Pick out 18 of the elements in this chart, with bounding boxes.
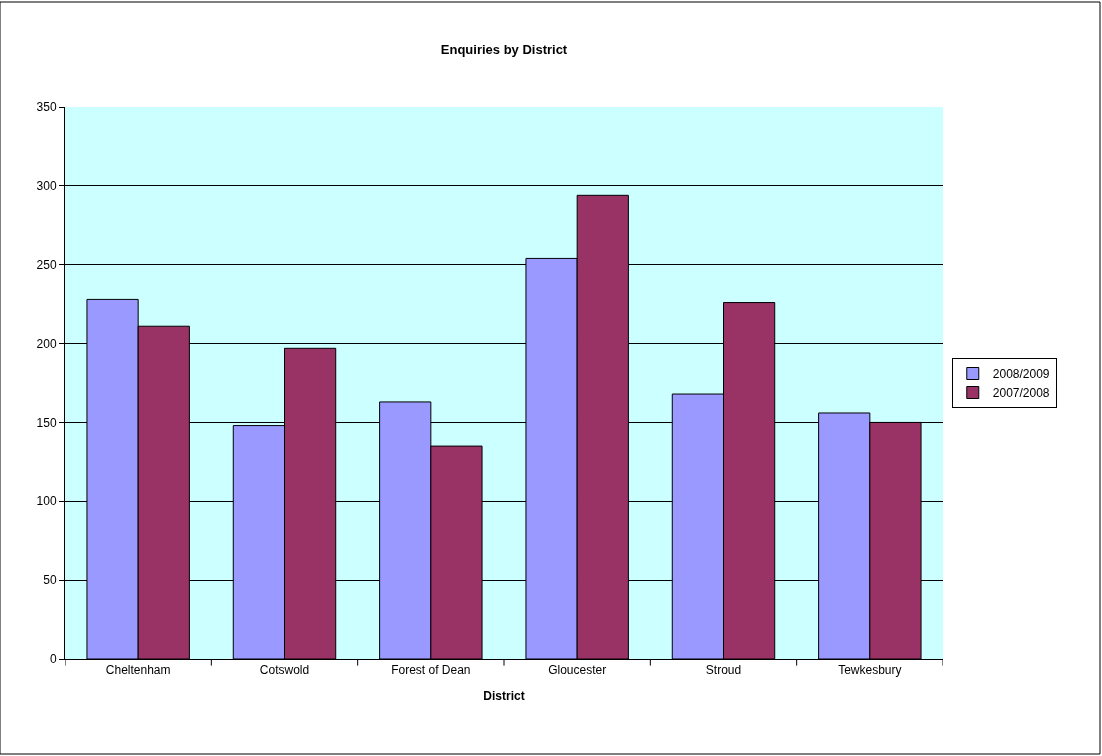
y-tick-label: 150 — [36, 415, 57, 430]
x-tick-label: Cotswold — [259, 663, 310, 678]
y-tick-label: 300 — [36, 179, 57, 194]
y-tick-label: 200 — [36, 336, 57, 351]
x-tick-label: Cheltenham — [105, 663, 171, 678]
x-axis-title: District — [483, 689, 525, 704]
x-tick-label: Stroud — [705, 663, 742, 678]
legend-label: 2007/2008 — [992, 386, 1050, 401]
y-tick-label: 0 — [49, 652, 57, 667]
y-tick-label: 100 — [36, 494, 57, 509]
x-tick-label: Forest of Dean — [391, 663, 471, 678]
x-tick-label: Gloucester — [548, 663, 607, 678]
y-tick-label: 250 — [36, 257, 57, 272]
legend-label: 2008/2009 — [992, 367, 1050, 382]
x-tick-label: Tewkesbury — [838, 663, 902, 678]
y-tick-label: 50 — [43, 573, 57, 588]
y-tick-label: 350 — [36, 100, 57, 115]
chart-title: Enquiries by District — [440, 41, 568, 57]
